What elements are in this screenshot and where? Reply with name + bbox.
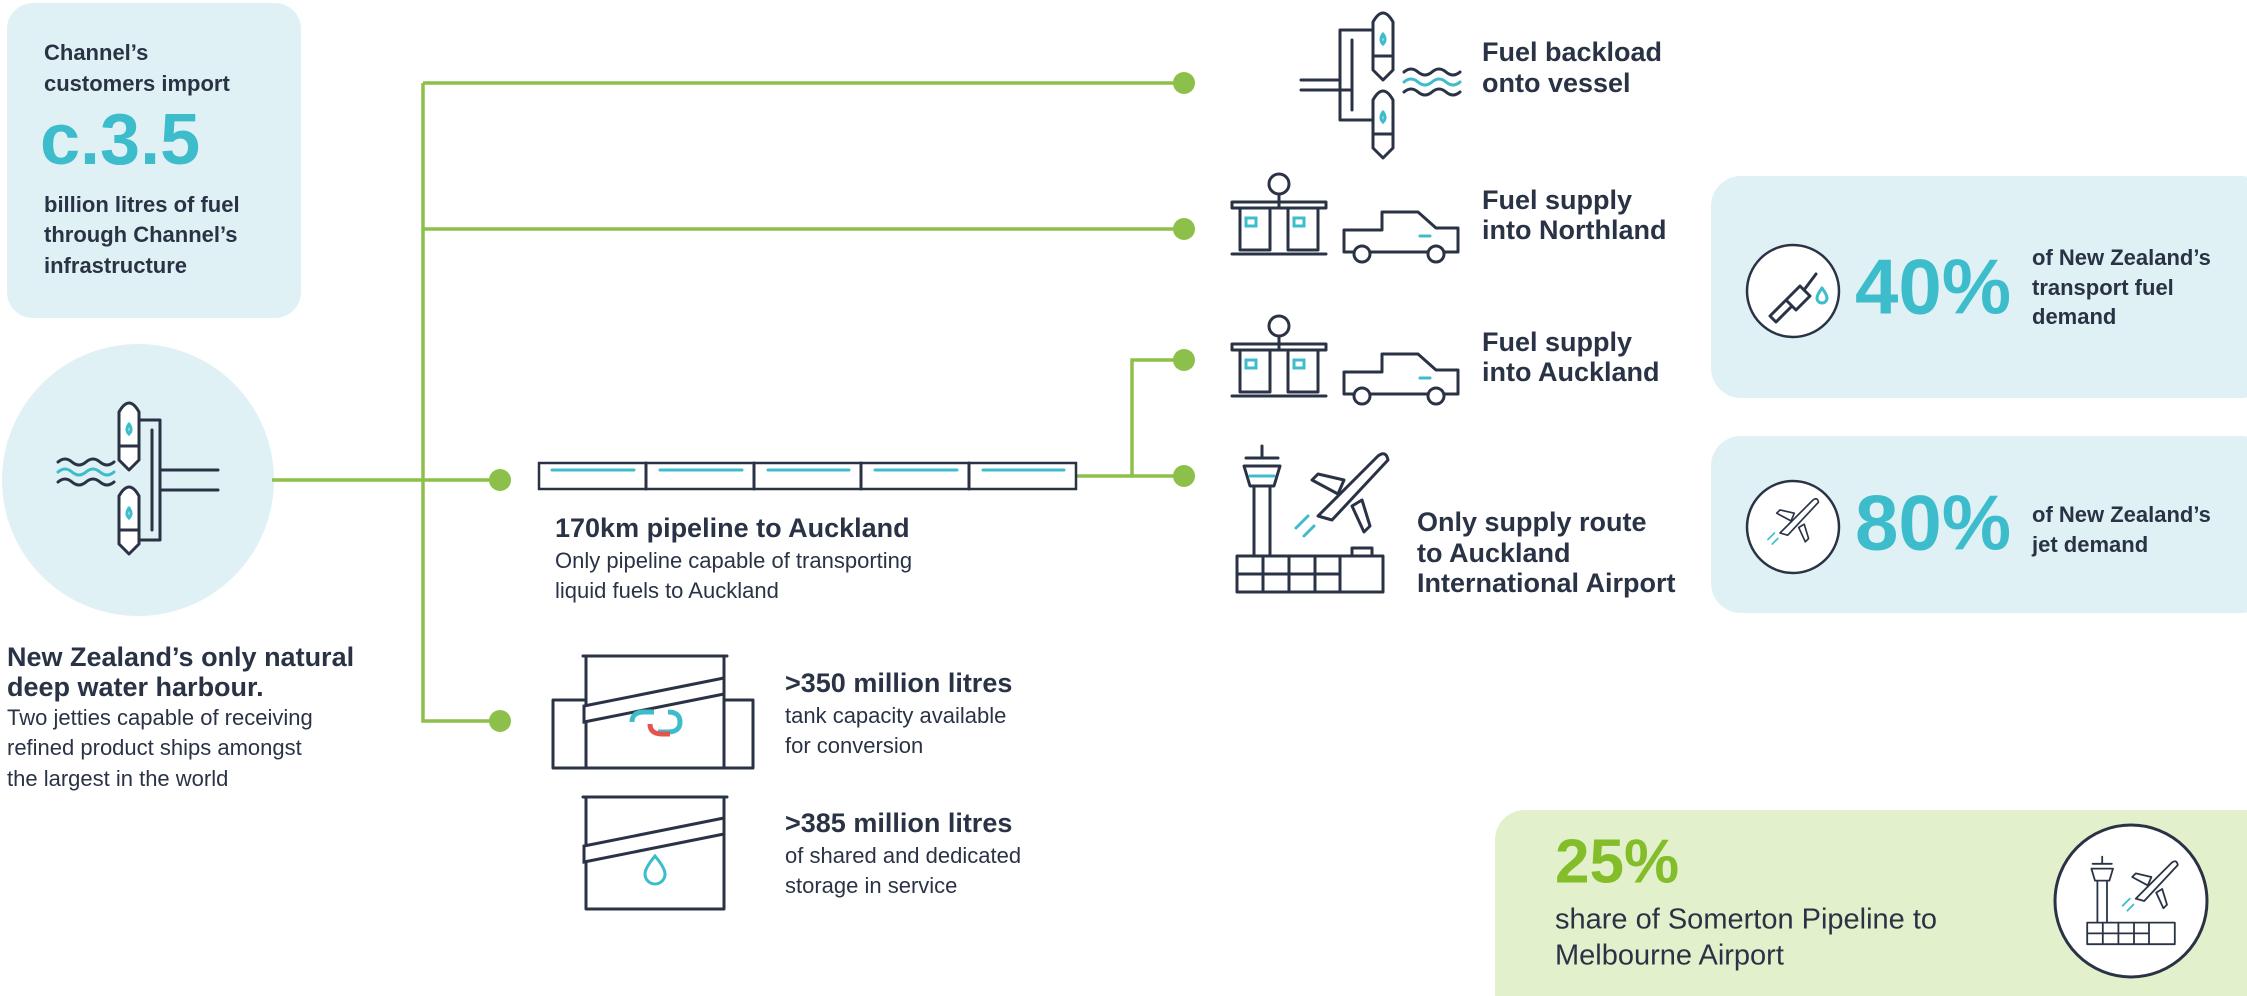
connector-dot	[1173, 349, 1195, 371]
melbourne-icon	[2053, 823, 2209, 979]
storage-text: for conversion	[785, 733, 923, 758]
pipeline-icon	[537, 461, 1078, 491]
melbourne-text: Melbourne Airport	[1555, 940, 1784, 972]
stat-box	[1711, 176, 2247, 398]
pipe-joint	[644, 461, 971, 491]
destination-label: onto vessel	[1482, 68, 1631, 98]
destination-label: into Northland	[1482, 215, 1666, 245]
storage-title: >385 million litres	[785, 808, 1012, 838]
airport-icon	[1235, 444, 1390, 594]
nozzle	[1768, 272, 1818, 324]
airport-icon	[2086, 855, 2179, 946]
storage-title: >350 million litres	[785, 668, 1012, 698]
pipeline-text: Only pipeline capable of transporting	[555, 548, 912, 573]
connector-dot	[1173, 218, 1195, 240]
import-figure: c.3.5	[40, 100, 200, 180]
tank-band	[582, 816, 726, 864]
harbour-text: the largest in the world	[7, 766, 228, 791]
harbour-title: New Zealand’s only natural	[7, 642, 354, 672]
stat-value: 80%	[1855, 479, 2011, 567]
destination-label: International Airport	[1417, 568, 1676, 598]
drop	[643, 853, 667, 886]
storage-text: tank capacity available	[785, 703, 1006, 728]
vessel-icon	[1299, 11, 1462, 160]
destination-label: Fuel supply	[1482, 185, 1632, 215]
connectors	[272, 72, 1195, 732]
destination-label: Fuel supply	[1482, 327, 1632, 357]
pipe	[537, 461, 1078, 491]
connector-dot	[1173, 72, 1195, 94]
jetty	[137, 418, 220, 542]
tank-band	[582, 676, 726, 724]
pipeline-title: 170km pipeline to Auckland	[555, 513, 910, 543]
stat-text: demand	[2032, 304, 2116, 329]
melbourne-value: 25%	[1555, 827, 1679, 896]
harbour-text: Two jetties capable of receiving	[7, 705, 313, 730]
destination-label: Only supply route	[1417, 507, 1647, 537]
tank-icon	[551, 654, 755, 770]
melbourne-text: share of Somerton Pipeline to	[1555, 904, 1937, 936]
stat-value: 40%	[1855, 243, 2011, 331]
stat-text: of New Zealand’s	[2032, 502, 2211, 527]
destination-label: into Auckland	[1482, 357, 1660, 387]
tank-icon	[581, 795, 729, 911]
logo	[629, 709, 683, 735]
destination-label: to Auckland	[1417, 538, 1571, 568]
import-text: infrastructure	[44, 253, 187, 278]
storage-text: of shared and dedicated	[785, 843, 1021, 868]
station-icon	[1230, 172, 1460, 264]
destination-label: Fuel backload	[1482, 37, 1662, 67]
melbourne-box	[1495, 810, 2247, 996]
harbour-title: deep water harbour.	[7, 672, 264, 702]
connector-line	[272, 81, 1184, 723]
connector-dot	[489, 710, 511, 732]
connector-dot	[489, 469, 511, 491]
stat-text: of New Zealand’s	[2032, 245, 2211, 270]
logo	[647, 723, 670, 737]
import-text: through Channel’s	[44, 222, 238, 247]
import-text: customers import	[44, 71, 230, 96]
stat-text: transport fuel	[2032, 275, 2174, 300]
stat-box	[1711, 436, 2247, 613]
drop	[1815, 286, 1829, 305]
connector-line	[1076, 358, 1184, 478]
import-box	[7, 3, 301, 318]
station-icon	[1230, 314, 1460, 406]
harbour-circle	[2, 344, 274, 616]
harbour-text: refined product ships amongst	[7, 735, 302, 760]
storage-text: storage in service	[785, 873, 957, 898]
harbour-icon	[56, 401, 220, 556]
jetty	[1299, 28, 1375, 122]
import-text: billion litres of fuel	[44, 192, 240, 217]
import-text: Channel’s	[44, 40, 148, 65]
connector-dot	[1173, 465, 1195, 487]
stat-text: jet demand	[2031, 532, 2148, 557]
pipeline-text: liquid fuels to Auckland	[555, 578, 779, 603]
